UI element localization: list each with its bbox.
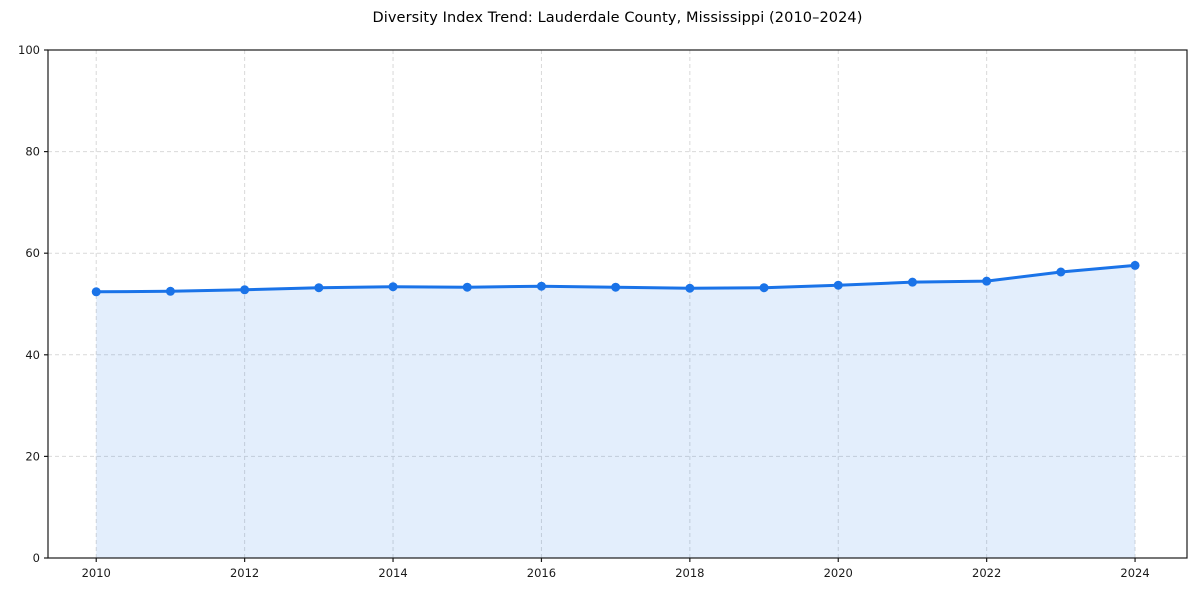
data-point-marker xyxy=(685,283,695,293)
data-point-marker xyxy=(314,283,324,293)
x-tick-label: 2016 xyxy=(527,566,556,580)
data-point-marker xyxy=(536,281,546,291)
x-tick-label: 2012 xyxy=(230,566,259,580)
data-point-marker xyxy=(611,282,621,292)
x-tick-label: 2018 xyxy=(675,566,704,580)
x-tick-label: 2024 xyxy=(1120,566,1149,580)
data-point-marker xyxy=(982,276,992,286)
area-fill xyxy=(96,265,1136,558)
data-point-marker xyxy=(907,277,917,287)
data-point-marker xyxy=(833,280,843,290)
y-tick-label: 100 xyxy=(18,43,40,57)
x-tick-label: 2022 xyxy=(972,566,1001,580)
data-point-marker xyxy=(1130,260,1140,270)
data-point-marker xyxy=(240,285,250,295)
axes-spines xyxy=(47,49,1188,559)
x-tick-label: 2020 xyxy=(824,566,853,580)
data-point-marker xyxy=(388,282,398,292)
data-point-marker xyxy=(1056,267,1066,277)
data-point-marker xyxy=(165,286,175,296)
data-point-marker xyxy=(91,287,101,297)
data-point-marker xyxy=(462,282,472,292)
y-tick-label: 60 xyxy=(25,246,40,260)
y-tick-label: 80 xyxy=(25,145,40,159)
y-tick-label: 40 xyxy=(25,348,40,362)
y-tick-label: 20 xyxy=(25,449,40,463)
x-tick-label: 2010 xyxy=(82,566,111,580)
chart-title: Diversity Index Trend: Lauderdale County… xyxy=(372,10,863,26)
x-tick-label: 2014 xyxy=(378,566,407,580)
y-tick-label: 0 xyxy=(33,551,40,565)
data-point-marker xyxy=(759,283,769,293)
